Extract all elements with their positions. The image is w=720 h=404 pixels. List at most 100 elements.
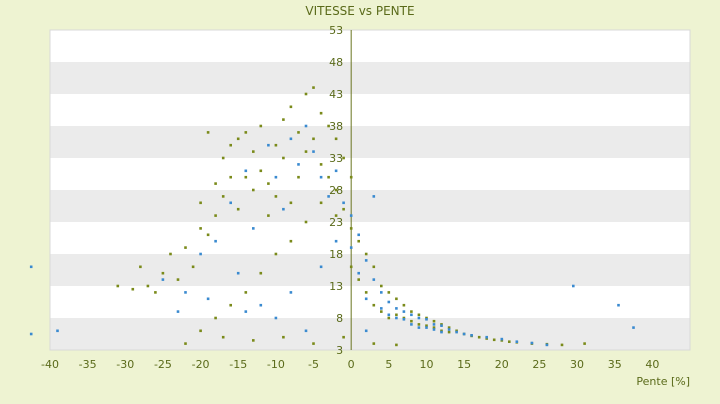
data-point bbox=[312, 137, 315, 141]
data-point bbox=[364, 329, 368, 333]
data-point bbox=[334, 137, 338, 141]
data-point bbox=[139, 265, 142, 269]
data-point bbox=[116, 284, 120, 288]
data-point bbox=[432, 328, 436, 331]
data-point bbox=[214, 214, 217, 217]
data-point bbox=[357, 239, 360, 243]
data-point bbox=[455, 330, 458, 334]
data-point bbox=[161, 271, 165, 275]
data-point bbox=[267, 214, 270, 217]
data-point bbox=[252, 150, 255, 153]
x-tick-label: 15 bbox=[457, 358, 471, 371]
grid-band bbox=[50, 94, 690, 126]
y-tick-label: 8 bbox=[336, 312, 343, 325]
data-point bbox=[244, 291, 248, 294]
data-point bbox=[259, 271, 263, 275]
data-point bbox=[387, 291, 391, 294]
data-point bbox=[342, 156, 345, 160]
data-point bbox=[282, 335, 285, 339]
x-tick-label: 35 bbox=[608, 358, 622, 371]
data-point bbox=[364, 252, 368, 256]
data-point bbox=[319, 163, 323, 166]
data-point bbox=[349, 265, 353, 269]
x-tick-label: -25 bbox=[154, 358, 172, 371]
data-point bbox=[357, 233, 360, 237]
data-point bbox=[349, 246, 353, 249]
data-point bbox=[349, 175, 353, 179]
data-point bbox=[372, 278, 376, 281]
data-point bbox=[617, 303, 620, 307]
data-point bbox=[402, 303, 406, 307]
data-point bbox=[387, 300, 391, 304]
grid-band bbox=[50, 286, 690, 318]
x-tick-label: -10 bbox=[267, 358, 285, 371]
data-point bbox=[417, 323, 421, 326]
data-point bbox=[297, 163, 300, 166]
data-point bbox=[440, 324, 443, 327]
data-point bbox=[395, 316, 398, 320]
data-point bbox=[282, 207, 285, 211]
grid-band bbox=[50, 62, 690, 94]
data-point bbox=[199, 227, 202, 230]
data-point bbox=[146, 284, 150, 288]
data-point bbox=[425, 318, 428, 321]
data-point bbox=[304, 150, 308, 153]
x-tick-label: 20 bbox=[495, 358, 509, 371]
data-point bbox=[56, 329, 59, 333]
data-point bbox=[274, 252, 278, 256]
chart-title: VITESSE vs PENTE bbox=[305, 4, 414, 18]
data-point bbox=[327, 195, 330, 198]
data-point bbox=[545, 343, 549, 347]
data-point bbox=[477, 335, 481, 339]
data-point bbox=[206, 233, 210, 237]
x-tick-label: 40 bbox=[645, 358, 659, 371]
data-point bbox=[176, 278, 180, 281]
data-point bbox=[289, 105, 293, 109]
data-point bbox=[572, 284, 575, 288]
data-point bbox=[432, 319, 436, 323]
data-point bbox=[244, 310, 248, 313]
data-point bbox=[500, 337, 504, 341]
grid-band bbox=[50, 254, 690, 286]
data-point bbox=[334, 188, 338, 192]
y-tick-label: 23 bbox=[329, 216, 343, 229]
data-point bbox=[425, 326, 428, 329]
data-point bbox=[304, 220, 308, 224]
data-point bbox=[387, 313, 391, 317]
grid-band bbox=[50, 190, 690, 222]
data-point bbox=[244, 131, 248, 134]
data-point bbox=[214, 316, 217, 320]
data-point bbox=[297, 131, 300, 134]
data-point bbox=[29, 332, 33, 336]
data-point bbox=[221, 335, 225, 339]
data-point bbox=[252, 339, 255, 342]
data-point bbox=[560, 343, 564, 347]
data-point bbox=[447, 330, 451, 334]
data-point bbox=[304, 329, 308, 333]
data-point bbox=[380, 291, 383, 294]
data-point bbox=[334, 169, 338, 173]
data-point bbox=[462, 332, 466, 336]
x-axis-label: Pente [%] bbox=[636, 375, 690, 388]
data-point bbox=[417, 326, 421, 329]
data-point bbox=[380, 310, 383, 313]
data-point bbox=[131, 287, 135, 291]
data-point bbox=[274, 175, 278, 179]
data-point bbox=[447, 328, 451, 331]
data-point bbox=[357, 278, 360, 281]
data-point bbox=[319, 175, 323, 179]
data-point bbox=[184, 342, 187, 345]
data-point bbox=[372, 342, 376, 345]
data-point bbox=[508, 340, 511, 343]
data-point bbox=[485, 335, 488, 339]
data-point bbox=[417, 313, 421, 317]
data-point bbox=[229, 303, 232, 307]
data-point bbox=[395, 313, 398, 317]
data-point bbox=[342, 335, 345, 339]
plot-bands bbox=[49, 29, 691, 351]
data-point bbox=[583, 342, 586, 345]
data-point bbox=[440, 330, 443, 334]
x-tick-label: 5 bbox=[385, 358, 392, 371]
